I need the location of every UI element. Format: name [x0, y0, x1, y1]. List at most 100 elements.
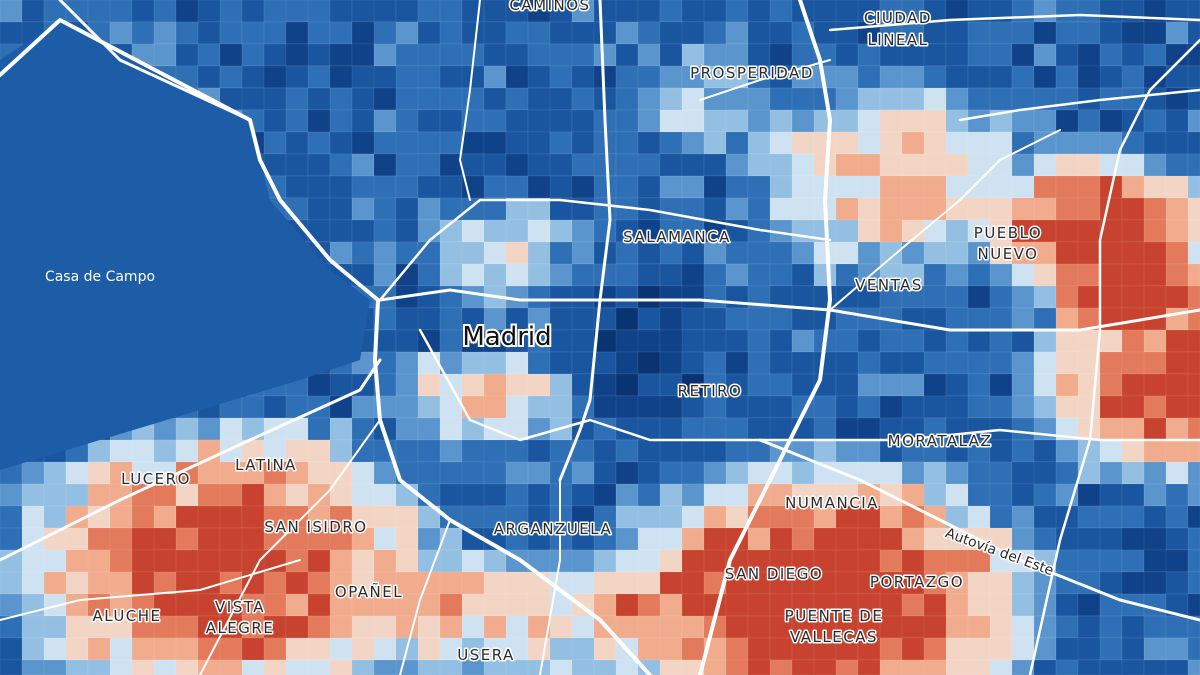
map-cell — [439, 571, 463, 595]
map-cell — [945, 483, 969, 507]
map-cell — [461, 0, 485, 23]
map-cell — [967, 351, 991, 375]
map-cell — [461, 131, 485, 155]
map-cell — [967, 285, 991, 309]
map-cell — [1187, 175, 1200, 199]
map-cell — [967, 593, 991, 617]
map-cell — [703, 329, 727, 353]
map-cell — [21, 461, 45, 485]
map-cell — [395, 197, 419, 221]
map-cell — [1011, 527, 1035, 551]
map-cell — [725, 109, 749, 133]
city-label: Madrid — [462, 322, 551, 352]
map-cell — [329, 219, 353, 243]
map-cell — [109, 505, 133, 529]
map-cell — [835, 329, 859, 353]
map-cell — [329, 175, 353, 199]
map-cell — [1143, 21, 1167, 45]
map-cell — [659, 0, 683, 23]
map-cell — [505, 615, 529, 639]
map-cell — [1055, 65, 1079, 89]
map-cell — [1077, 285, 1101, 309]
map-cell — [967, 395, 991, 419]
map-cell — [1055, 351, 1079, 375]
map-cell — [725, 197, 749, 221]
map-cell — [307, 615, 331, 639]
map-cell — [615, 439, 639, 463]
map-cell — [1165, 197, 1189, 221]
map-cell — [219, 43, 243, 67]
map-cell — [197, 527, 221, 551]
map-cell — [1011, 109, 1035, 133]
map-cell — [791, 263, 815, 287]
map-cell — [241, 43, 265, 67]
map-cell — [0, 659, 23, 675]
map-cell — [637, 615, 661, 639]
map-cell — [857, 241, 881, 265]
map-cell — [395, 0, 419, 23]
map-cell — [1077, 417, 1101, 441]
area-label: USERA — [457, 646, 515, 664]
map-cell — [483, 21, 507, 45]
map-cell — [1033, 285, 1057, 309]
area-label: PROSPERIDAD — [690, 64, 814, 82]
map-cell — [989, 197, 1013, 221]
map-cell — [967, 659, 991, 675]
map-cell — [1099, 637, 1123, 661]
map-cell — [901, 395, 925, 419]
map-cell — [659, 263, 683, 287]
map-cell — [43, 505, 67, 529]
map-cell — [1121, 43, 1145, 67]
map-cell — [1033, 197, 1057, 221]
map-cell — [615, 175, 639, 199]
map-cell — [1121, 131, 1145, 155]
map-cell — [483, 615, 507, 639]
map-cell — [483, 549, 507, 573]
map-cell — [1077, 241, 1101, 265]
map-cell — [461, 373, 485, 397]
map-cell — [857, 219, 881, 243]
map-cell — [197, 461, 221, 485]
map-cell — [1011, 417, 1035, 441]
area-label: MORATALAZ — [888, 432, 993, 450]
map-cell — [1077, 263, 1101, 287]
map-cell — [703, 659, 727, 675]
map-cell — [1187, 285, 1200, 309]
map-cell — [835, 241, 859, 265]
map-cell — [571, 549, 595, 573]
map-cell — [659, 439, 683, 463]
map-cell — [1165, 241, 1189, 265]
map-cell — [1077, 505, 1101, 529]
map-cell — [901, 329, 925, 353]
map-cell — [1143, 615, 1167, 639]
map-cell — [1187, 549, 1200, 573]
map-cell — [307, 153, 331, 177]
map-cell — [769, 241, 793, 265]
map-cell — [681, 43, 705, 67]
map-cell — [945, 131, 969, 155]
map-cell — [21, 659, 45, 675]
map-cell — [989, 637, 1013, 661]
map-cell — [1165, 373, 1189, 397]
map-cell — [791, 241, 815, 265]
map-cell — [967, 615, 991, 639]
map-cell — [329, 43, 353, 67]
map-cell — [241, 527, 265, 551]
map-cell — [835, 109, 859, 133]
map-cell — [307, 549, 331, 573]
map-cell — [1055, 395, 1079, 419]
map-cell — [461, 395, 485, 419]
map-cell — [1033, 307, 1057, 331]
map-cell — [835, 439, 859, 463]
map-cell — [747, 329, 771, 353]
map-cell — [593, 549, 617, 573]
map-cell — [21, 637, 45, 661]
map-cell — [219, 505, 243, 529]
map-cell — [329, 21, 353, 45]
map-cell — [307, 43, 331, 67]
map-cell — [1165, 483, 1189, 507]
map-cell — [725, 307, 749, 331]
map-cell — [945, 87, 969, 111]
map-cell — [725, 175, 749, 199]
map-cell — [1011, 197, 1035, 221]
